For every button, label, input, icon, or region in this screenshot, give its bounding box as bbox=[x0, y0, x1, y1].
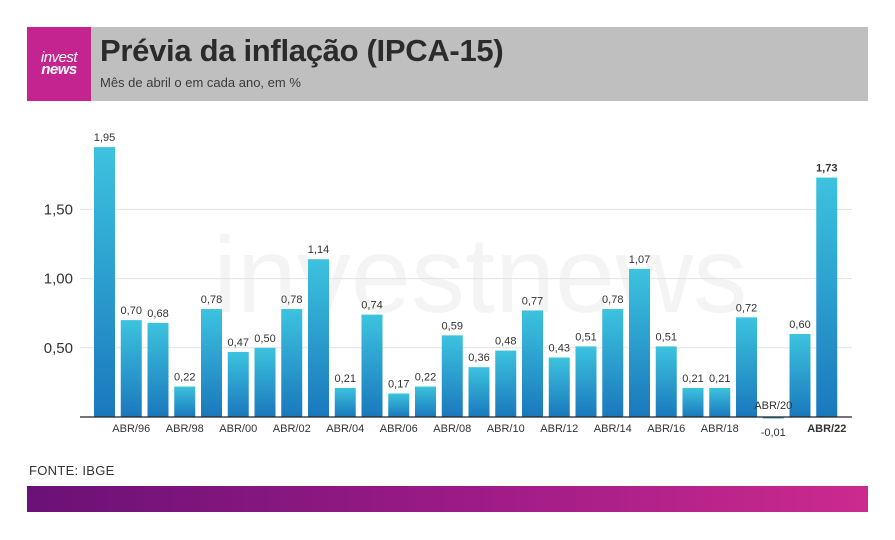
y-tick-label: 0,50 bbox=[44, 340, 73, 357]
x-tick-label: ABR/22 bbox=[807, 423, 846, 435]
x-tick-label: ABR/16 bbox=[647, 423, 685, 435]
footer-gradient-bar bbox=[27, 486, 868, 512]
data-label: 1,95 bbox=[94, 132, 115, 144]
bar bbox=[709, 387, 731, 417]
chart-title: Prévia da inflação (IPCA-15) bbox=[100, 33, 504, 68]
x-tick-label: ABR/10 bbox=[487, 423, 525, 435]
x-tick-label: ABR/12 bbox=[540, 423, 578, 435]
data-label: 0,51 bbox=[656, 331, 677, 343]
data-label: 0,21 bbox=[709, 373, 730, 385]
data-label: 0,22 bbox=[415, 372, 436, 384]
data-label: 0,17 bbox=[388, 378, 409, 390]
data-label: 0,77 bbox=[522, 295, 543, 307]
logo-text-invest: invest bbox=[40, 49, 78, 66]
header-banner: invest news Prévia da inflação (IPCA-15)… bbox=[27, 27, 868, 101]
bar bbox=[548, 357, 570, 417]
bar bbox=[762, 417, 784, 419]
logo-text-news: news bbox=[41, 61, 77, 78]
data-label: 0,43 bbox=[549, 342, 570, 354]
data-label: 0,48 bbox=[495, 336, 516, 348]
data-label: 0,72 bbox=[736, 302, 757, 314]
bar bbox=[227, 351, 249, 417]
bar bbox=[629, 268, 650, 417]
data-label: 0,50 bbox=[254, 333, 275, 345]
bar bbox=[388, 393, 410, 417]
data-label: 0,60 bbox=[789, 319, 810, 331]
data-label: 1,73 bbox=[816, 163, 837, 175]
bar bbox=[816, 177, 838, 417]
bar bbox=[495, 350, 517, 417]
data-label: 0,78 bbox=[201, 294, 222, 306]
investnews-logo: invest news bbox=[27, 27, 91, 101]
y-axis: 0,50 1,00 1,50 bbox=[44, 201, 73, 356]
bar bbox=[308, 259, 329, 417]
bar bbox=[789, 333, 811, 417]
data-label: 0,68 bbox=[147, 308, 168, 320]
x-axis: ABR/96 ABR/98 ABR/00 ABR/02 ABR/04 ABR/06 ABR/… bbox=[80, 400, 852, 435]
x-tick-label: ABR/00 bbox=[219, 423, 257, 435]
bar bbox=[147, 322, 169, 417]
bar bbox=[201, 309, 222, 417]
x-tick-label: ABR/20 bbox=[754, 400, 792, 412]
x-tick-label: ABR/14 bbox=[594, 423, 632, 435]
data-label: 0,22 bbox=[174, 372, 195, 384]
data-label: 0,78 bbox=[281, 294, 302, 306]
bar bbox=[655, 346, 677, 417]
data-label: 0,51 bbox=[575, 331, 596, 343]
chart-subtitle: Mês de abril o em cada ano, em % bbox=[100, 75, 301, 90]
bar bbox=[174, 386, 196, 417]
data-label: 0,36 bbox=[468, 352, 489, 364]
bar bbox=[575, 346, 597, 417]
data-label: 0,59 bbox=[442, 320, 463, 332]
x-tick-label: ABR/18 bbox=[701, 423, 739, 435]
bars: 1,95 0,70 0,68 0,22 0,78 0,47 0,50 0,78 1,14 0,21… bbox=[94, 132, 838, 439]
data-label: 0,70 bbox=[121, 305, 142, 317]
bar bbox=[281, 309, 303, 417]
data-label: 1,07 bbox=[629, 254, 650, 266]
x-tick-label: ABR/04 bbox=[326, 423, 364, 435]
data-label: 0,21 bbox=[682, 373, 703, 385]
bar bbox=[736, 317, 757, 417]
bar bbox=[120, 320, 142, 417]
x-tick-label: ABR/06 bbox=[380, 423, 418, 435]
data-label: -0,01 bbox=[761, 427, 786, 439]
bar bbox=[334, 387, 356, 417]
y-tick-label: 1,50 bbox=[44, 201, 73, 218]
bar bbox=[602, 309, 624, 417]
data-label: 0,47 bbox=[228, 337, 249, 349]
bar bbox=[468, 367, 490, 417]
data-label: 0,74 bbox=[361, 300, 382, 312]
source-note: FONTE: IBGE bbox=[29, 463, 115, 478]
data-label: 0,21 bbox=[335, 373, 356, 385]
x-tick-label: ABR/96 bbox=[112, 423, 150, 435]
x-tick-label: ABR/98 bbox=[166, 423, 204, 435]
bar bbox=[94, 147, 115, 417]
bar bbox=[522, 310, 543, 417]
bar bbox=[682, 387, 704, 417]
bar bbox=[441, 335, 463, 417]
bar bbox=[415, 386, 436, 417]
data-label: 1,14 bbox=[308, 244, 329, 256]
x-tick-label: ABR/08 bbox=[433, 423, 471, 435]
bar bbox=[254, 347, 276, 417]
y-tick-label: 1,00 bbox=[44, 271, 73, 288]
bar bbox=[361, 314, 383, 417]
data-label: 0,78 bbox=[602, 294, 623, 306]
x-tick-label: ABR/02 bbox=[273, 423, 311, 435]
